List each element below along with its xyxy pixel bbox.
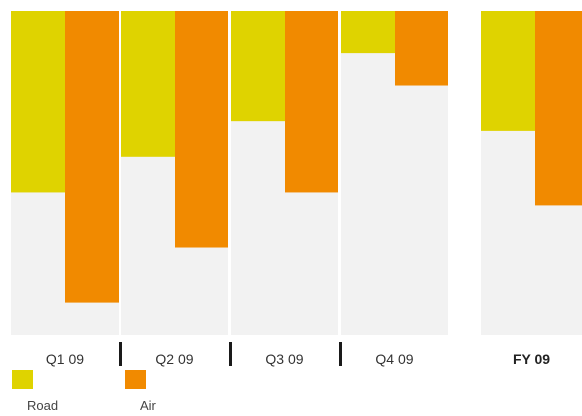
x-tick-label-q1-09: Q1 09 [46,351,84,367]
category-separator-2 [229,342,232,366]
x-tick-label-q4-09: Q4 09 [375,351,413,367]
bar-air-q4-09 [395,11,448,86]
bar-chart: Q1 09 Q2 09 Q3 09 Q4 09 FY 09 [11,11,582,367]
x-tick-label-q2-09: Q2 09 [155,351,193,367]
category-separator-3 [339,342,342,366]
bar-air-q2-09 [175,11,228,248]
legend-label-air: Air [140,398,156,413]
legend-swatch-road [12,370,33,389]
bar-air-q1-09 [65,11,119,303]
bar-air-fy-09 [535,11,582,206]
bar-road-q2-09 [121,11,175,157]
bar-road-fy-09 [481,11,535,131]
bar-road-q1-09 [11,11,65,193]
legend-label-road: Road [27,398,59,413]
legend-swatch-air [125,370,146,389]
category-separator-1 [119,342,122,366]
bar-air-q3-09 [285,11,338,193]
x-tick-label-q3-09: Q3 09 [265,351,303,367]
legend: Road Air [0,370,582,416]
x-tick-label-fy-09: FY 09 [513,351,550,367]
bar-road-q3-09 [231,11,285,122]
bar-road-q4-09 [341,11,395,54]
